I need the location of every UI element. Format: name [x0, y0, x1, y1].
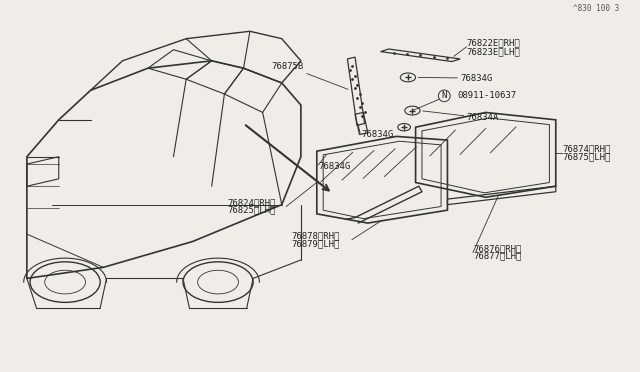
Text: 76834A: 76834A — [423, 111, 499, 122]
Text: 76874〈RH〉: 76874〈RH〉 — [562, 145, 611, 154]
Text: 76822E〈RH〉: 76822E〈RH〉 — [467, 39, 520, 48]
Text: N: N — [442, 92, 447, 100]
Text: 76834G: 76834G — [318, 162, 350, 171]
Text: 76875〈LH〉: 76875〈LH〉 — [562, 152, 611, 161]
Text: 76823E〈LH〉: 76823E〈LH〉 — [467, 47, 520, 56]
Text: 76825〈LH〉: 76825〈LH〉 — [228, 206, 276, 215]
Text: 76824〈RH〉: 76824〈RH〉 — [228, 198, 276, 207]
Text: 76876〈RH〉: 76876〈RH〉 — [473, 244, 522, 253]
Text: 76878〈RH〉: 76878〈RH〉 — [291, 231, 340, 240]
Text: 76875B: 76875B — [272, 62, 348, 89]
Text: 76877〈LH〉: 76877〈LH〉 — [473, 252, 522, 261]
Text: 76834G: 76834G — [362, 130, 394, 139]
Text: 76879〈LH〉: 76879〈LH〉 — [291, 239, 340, 248]
Text: ^830 100 3: ^830 100 3 — [573, 4, 620, 13]
Text: 08911-10637: 08911-10637 — [457, 92, 516, 100]
Text: 76834G: 76834G — [419, 74, 492, 83]
